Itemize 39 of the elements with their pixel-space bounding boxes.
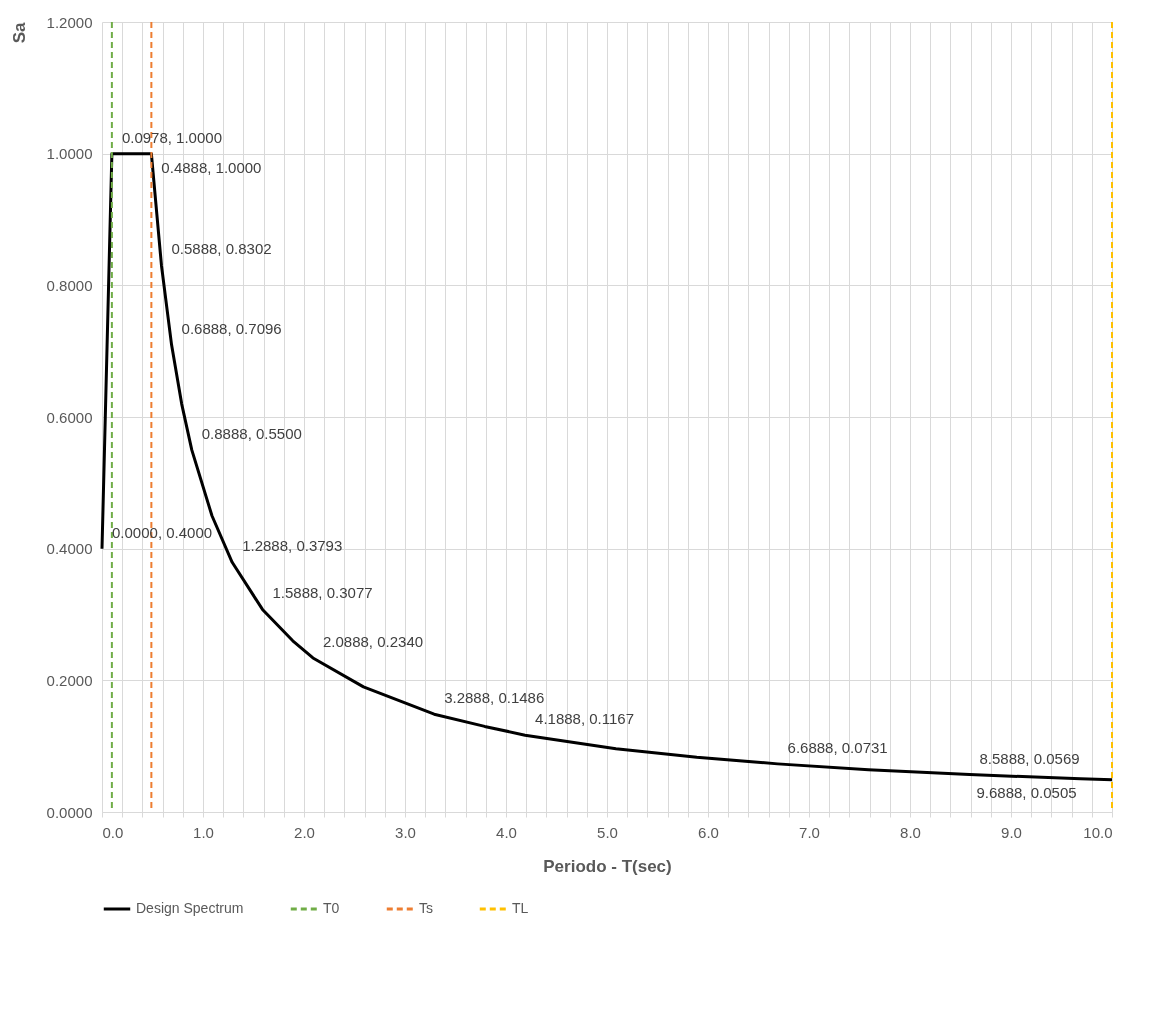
data-label: 9.6888, 0.0505 — [976, 783, 1077, 801]
x-tick-label: 4.0 — [496, 823, 517, 841]
y-axis-title: Sa — [9, 21, 29, 44]
legend-label: T0 — [323, 900, 340, 916]
legend-label: Design Spectrum — [136, 900, 244, 916]
x-tick-label: 8.0 — [900, 823, 921, 841]
data-label: 6.6888, 0.0731 — [787, 738, 888, 756]
x-tick-label: 6.0 — [698, 823, 719, 841]
data-label: 1.2888, 0.3793 — [242, 537, 343, 555]
x-tick-label: 10.0 — [1083, 823, 1113, 841]
data-label: 4.1888, 0.1167 — [535, 710, 635, 728]
legend-label: TL — [512, 900, 529, 916]
x-tick-label: 0.0 — [102, 823, 124, 841]
data-label: 0.0000, 0.4000 — [112, 523, 213, 541]
x-tick-label: 5.0 — [597, 823, 618, 841]
x-tick-label: 1.0 — [193, 823, 214, 841]
y-tick-label: 0.8000 — [46, 276, 93, 294]
data-label: 3.2888, 0.1486 — [444, 689, 545, 707]
legend-label: Ts — [419, 900, 433, 916]
x-tick-label: 7.0 — [799, 823, 820, 841]
data-label: 2.0888, 0.2340 — [322, 632, 424, 650]
data-label: 0.0978, 1.0000 — [121, 128, 222, 146]
y-tick-label: 0.2000 — [46, 671, 93, 689]
x-tick-label: 3.0 — [395, 823, 416, 841]
x-axis-title: Periodo - T(sec) — [543, 856, 672, 876]
y-tick-label: 0.0000 — [46, 803, 93, 821]
x-tick-label: 9.0 — [1001, 823, 1022, 841]
data-label: 0.5888, 0.8302 — [171, 240, 272, 258]
data-label: 8.5888, 0.0569 — [979, 749, 1080, 767]
x-tick-label: 2.0 — [294, 823, 315, 841]
y-tick-label: 0.6000 — [46, 408, 93, 426]
y-tick-label: 1.0000 — [46, 145, 93, 163]
data-label: 0.8888, 0.5500 — [201, 424, 302, 442]
y-tick-label: 1.2000 — [46, 13, 93, 31]
line-series — [100, 152, 1114, 782]
data-label: 0.6888, 0.7096 — [181, 319, 282, 337]
y-tick-label: 0.4000 — [46, 540, 93, 558]
data-label: 1.5888, 0.3077 — [272, 584, 373, 602]
data-label: 0.4888, 1.0000 — [161, 158, 262, 176]
